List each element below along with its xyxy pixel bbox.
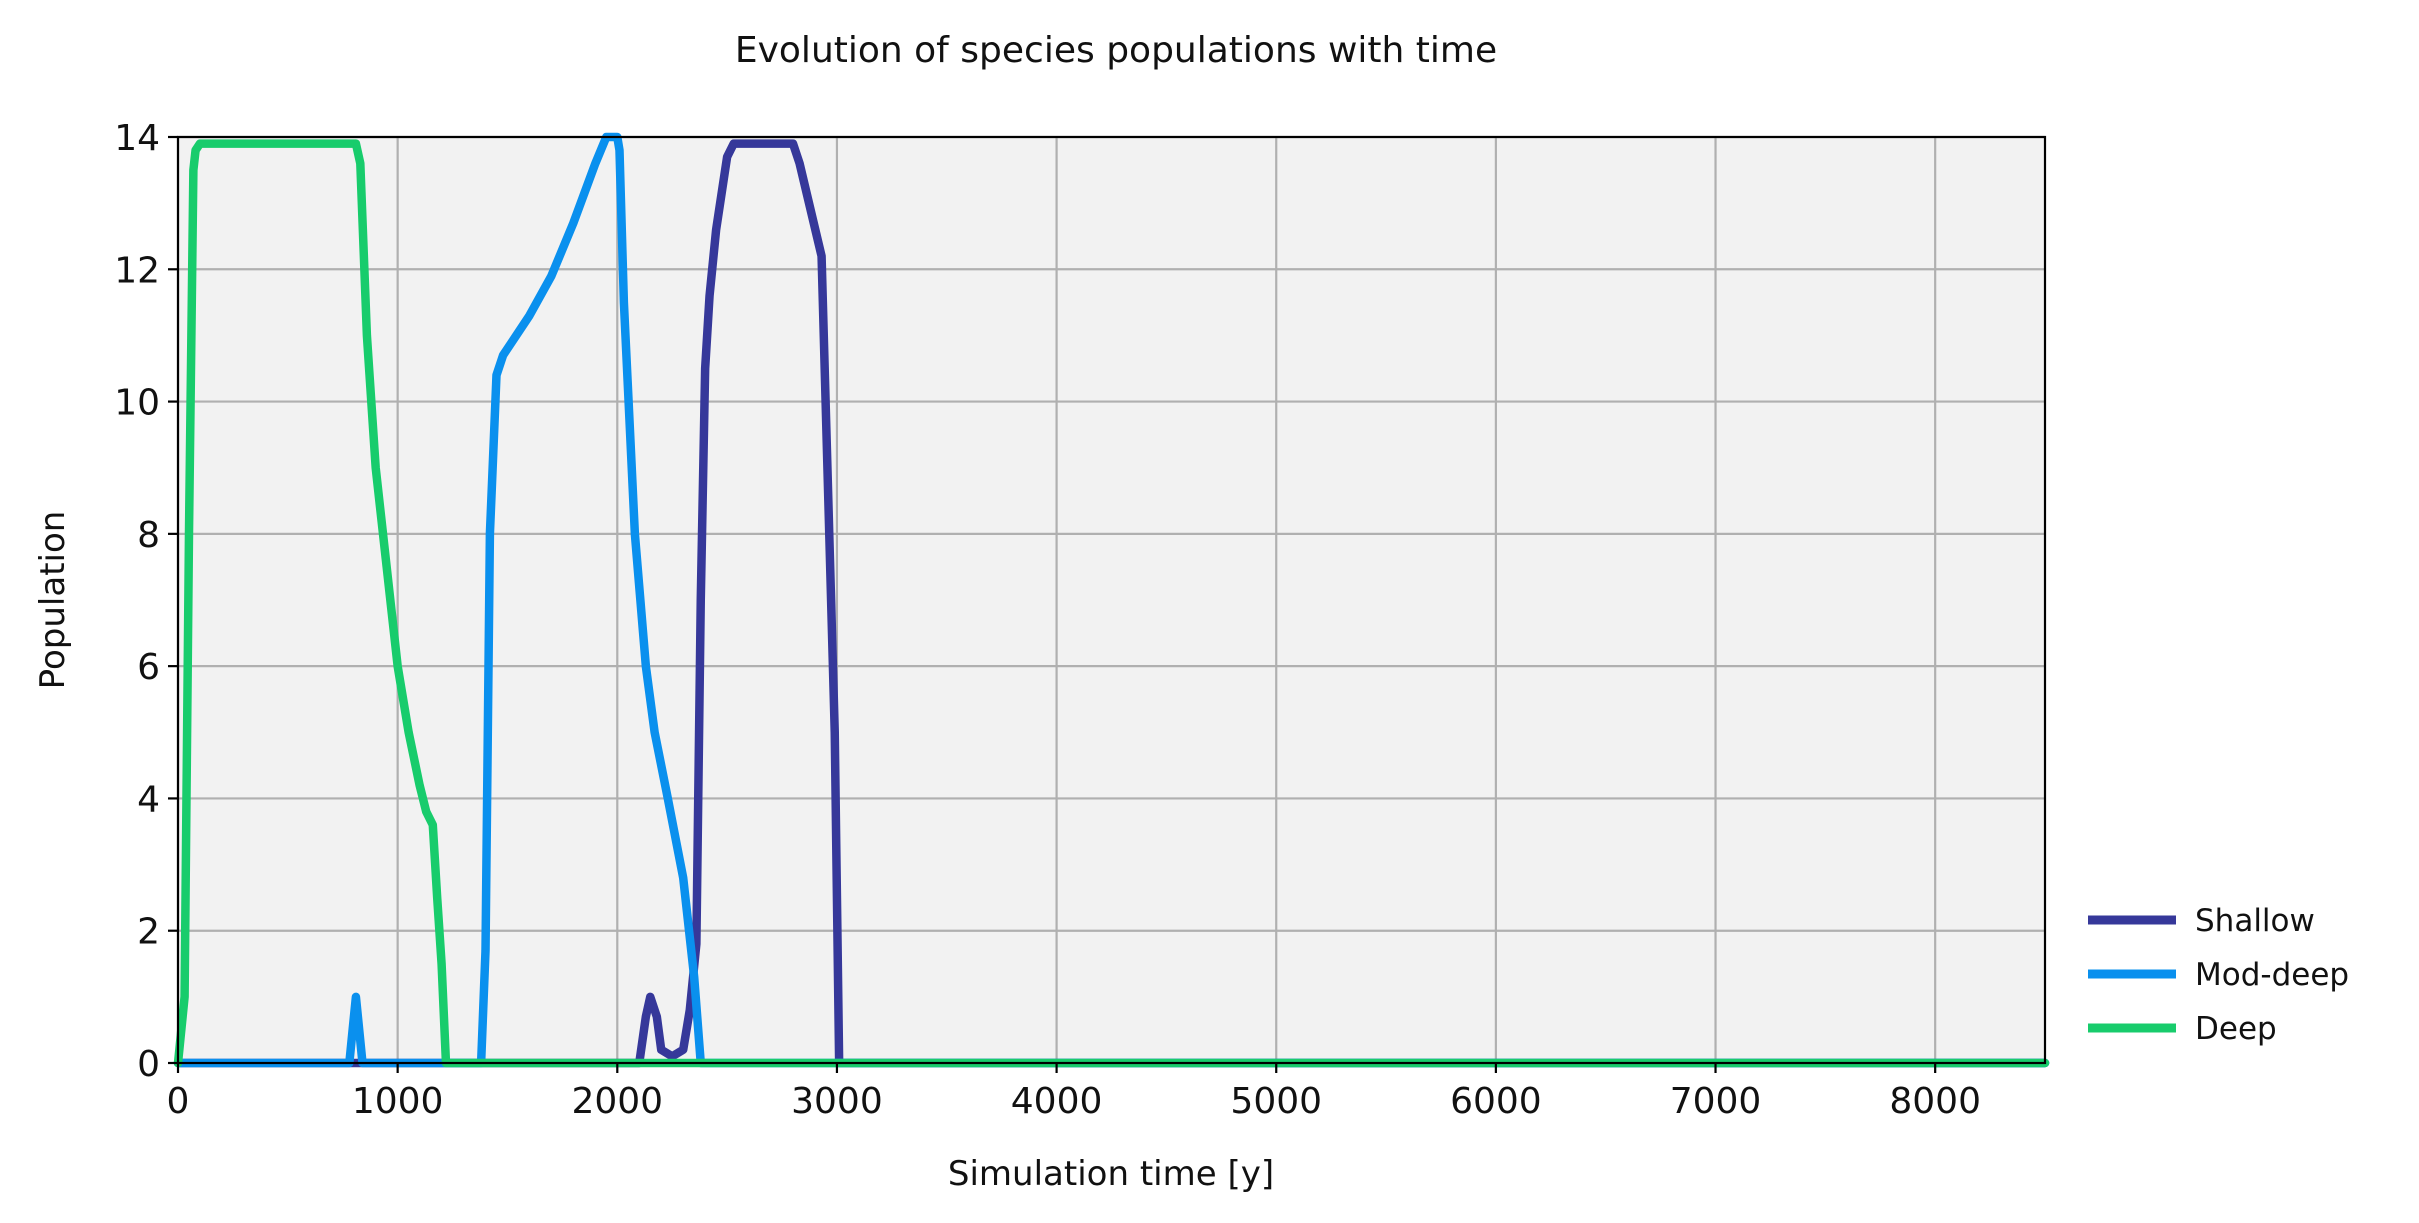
- x-tick-label-6: 6000: [1450, 1081, 1542, 1122]
- x-tick-label-5: 5000: [1230, 1081, 1322, 1122]
- legend-label-mod-deep: Mod-deep: [2195, 957, 2349, 993]
- legend-label-deep: Deep: [2195, 1011, 2277, 1047]
- y-tick-label-4: 8: [137, 515, 160, 556]
- axis-ticks: 0 1000 2000 3000 4000 5000 6000 7000 8000 0 2 4 6 8 10…: [114, 118, 1981, 1122]
- legend: Shallow Mod-deep Deep: [2088, 903, 2349, 1047]
- y-tick-label-0: 0: [137, 1044, 160, 1085]
- y-tick-label-3: 6: [137, 647, 160, 688]
- x-tick-label-3: 3000: [791, 1081, 883, 1122]
- series-line-shallow: [173, 139, 2050, 1068]
- y-axis-label: Population: [33, 511, 73, 690]
- legend-label-shallow: Shallow: [2195, 903, 2315, 939]
- chart-title: Evolution of species populations with ti…: [735, 30, 1497, 71]
- y-tick-label-1: 2: [137, 912, 160, 953]
- x-axis-label: Simulation time [y]: [948, 1154, 1274, 1194]
- x-tick-label-7: 7000: [1670, 1081, 1762, 1122]
- x-tick-label-2: 2000: [571, 1081, 663, 1122]
- y-tick-label-2: 4: [137, 779, 160, 820]
- y-tick-label-5: 10: [114, 383, 160, 424]
- x-tick-label-4: 4000: [1011, 1081, 1103, 1122]
- x-tick-label-8: 8000: [1889, 1081, 1981, 1122]
- x-tick-label-1: 1000: [352, 1081, 444, 1122]
- y-tick-label-6: 12: [114, 250, 160, 291]
- x-tick-label-0: 0: [167, 1081, 190, 1122]
- series-line-deep: [173, 139, 2050, 1068]
- plot-area: [178, 137, 2045, 1063]
- y-tick-label-7: 14: [114, 118, 160, 159]
- plot-frame: [176, 135, 2047, 1065]
